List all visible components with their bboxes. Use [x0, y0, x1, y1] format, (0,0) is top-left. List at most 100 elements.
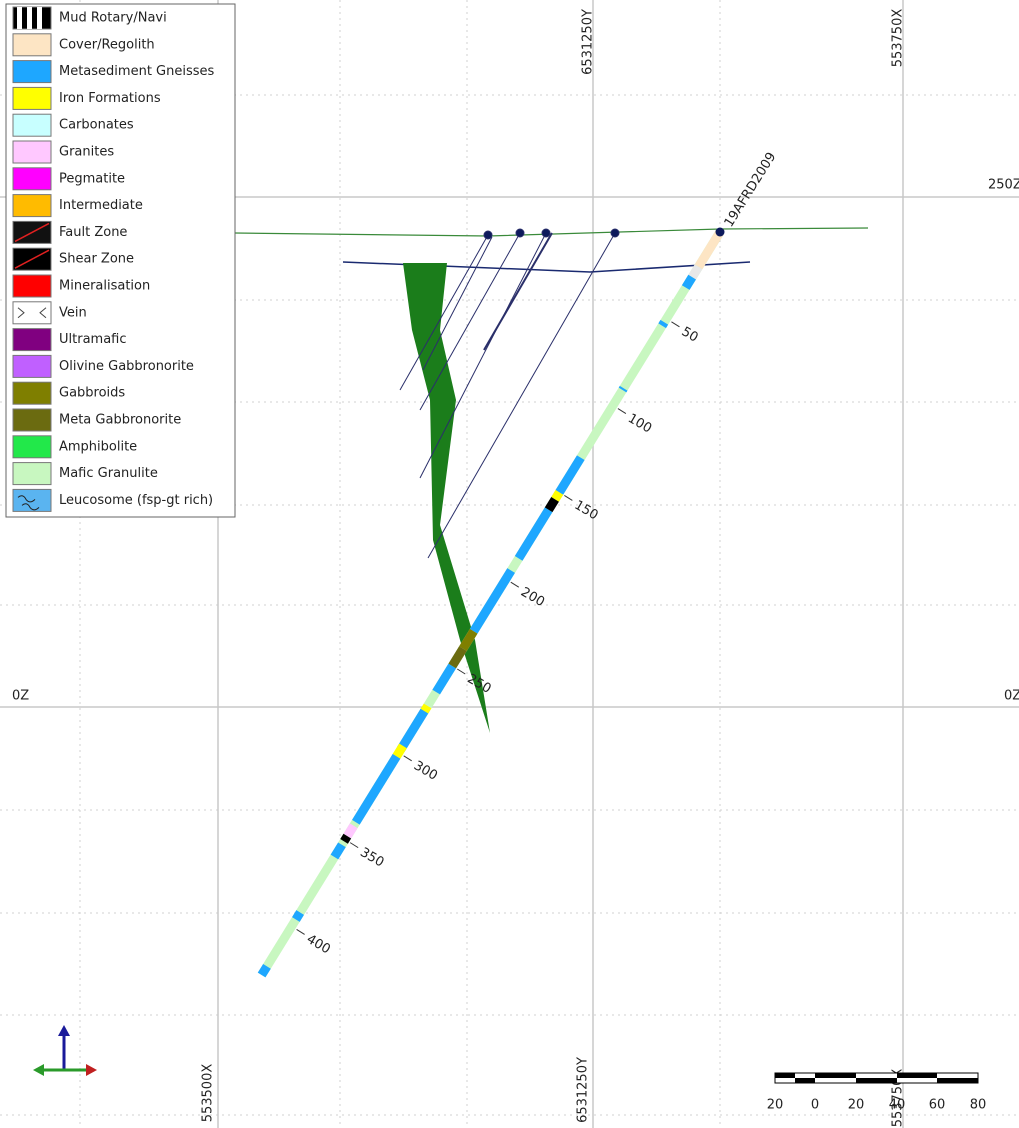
depth-label: 150 [572, 498, 601, 523]
legend-label: Meta Gabbronorite [59, 413, 181, 428]
grid-label: 553500X [201, 1064, 216, 1123]
drill-trace [484, 233, 552, 350]
scale-block [937, 1078, 978, 1083]
depth-tick [404, 756, 412, 761]
hole-interval [692, 267, 698, 277]
section-view: 6531250Y 553750X 250Z 0Z 0Z 553500X 6531… [0, 0, 1019, 1128]
legend-swatch [13, 114, 51, 136]
depth-label: 300 [411, 758, 440, 783]
legend-swatch [13, 436, 51, 458]
legend-label: Carbonates [59, 118, 134, 133]
scale-label: 60 [929, 1098, 946, 1113]
hole-interval [344, 836, 347, 841]
legend-label: Mafic Granulite [59, 466, 158, 481]
legend-label: Leucosome (fsp-gt rich) [59, 493, 213, 508]
hole-interval [623, 388, 624, 390]
legend-swatch [13, 34, 51, 56]
hole-name: 19AFRD2009 [722, 150, 780, 230]
depth-tick [511, 582, 519, 587]
arrow-head [86, 1064, 97, 1076]
hole-interval [296, 913, 300, 920]
legend-label: Pegmatite [59, 171, 125, 186]
depth-label: 200 [518, 585, 547, 610]
hole-interval [555, 492, 559, 499]
legend-label: Iron Formations [59, 91, 161, 106]
scale-bar: 20 0 20 40 60 80 [767, 1073, 987, 1113]
legend-label: Mud Rotary/Navi [59, 11, 167, 26]
hole-interval [397, 746, 403, 756]
fault-body [403, 263, 490, 733]
depth-tick [671, 322, 679, 327]
hole-interval [424, 706, 427, 711]
grid-label: 6531250Y [581, 9, 596, 75]
swatch-stripe [37, 7, 42, 29]
depth-label: 50 [679, 324, 701, 345]
grid-label: 0Z [1004, 689, 1019, 704]
arrow-head [58, 1025, 70, 1036]
legend-swatch [13, 302, 51, 324]
hole-interval [686, 277, 692, 287]
arrow-head [33, 1064, 44, 1076]
legend-swatch [13, 87, 51, 109]
scale-label: 20 [767, 1098, 784, 1113]
hole-interval [262, 966, 267, 975]
scale-block [856, 1078, 897, 1083]
hole-interval [474, 571, 511, 632]
legend-swatch [13, 489, 51, 511]
collar [516, 229, 524, 237]
depth-label: 400 [304, 932, 333, 957]
legend-label: Fault Zone [59, 225, 127, 240]
hole-interval [699, 232, 720, 267]
hole-interval [559, 458, 580, 493]
hole-interval [347, 826, 353, 836]
hole-interval [436, 666, 452, 692]
hole-interval [662, 322, 664, 325]
hole-interval [356, 756, 397, 822]
legend-label: Gabbroids [59, 386, 125, 401]
legend-label: Olivine Gabbronorite [59, 359, 194, 374]
scale-label: 20 [848, 1098, 865, 1113]
scale-block [775, 1073, 795, 1078]
swatch-stripe [17, 7, 22, 29]
legend-label: Intermediate [59, 198, 143, 213]
scale-block [815, 1073, 856, 1078]
legend-swatch [13, 329, 51, 351]
grid-label: 6531250Y [576, 1057, 591, 1123]
depth-tick [457, 669, 465, 674]
north-arrow [33, 1025, 97, 1076]
hole-interval [519, 510, 549, 559]
legend-swatch [13, 463, 51, 485]
swatch-stripe [27, 7, 32, 29]
scale-label: 40 [889, 1098, 906, 1113]
hole-interval [401, 709, 426, 749]
depth-label: 100 [625, 411, 654, 436]
legend-label: Vein [59, 305, 87, 320]
legend-label: Shear Zone [59, 252, 134, 267]
legend-label: Ultramafic [59, 332, 127, 347]
depth-tick [564, 495, 572, 500]
collar [611, 229, 619, 237]
scale-block [897, 1073, 937, 1078]
scale-label: 80 [970, 1098, 987, 1113]
legend-label: Metasediment Gneisses [59, 64, 215, 79]
legend-label: Cover/Regolith [59, 37, 155, 52]
legend-swatch [13, 355, 51, 377]
hole-interval [334, 845, 341, 857]
legend-swatch [13, 61, 51, 83]
legend-label: Mineralisation [59, 279, 150, 294]
legend-swatch [13, 409, 51, 431]
grid-label: 0Z [12, 689, 29, 704]
legend-label: Amphibolite [59, 439, 137, 454]
depth-tick [618, 409, 626, 414]
collar [484, 231, 492, 239]
legend: Mud Rotary/Navi Cover/Regolith Metasedimen… [6, 4, 235, 517]
grid-label: 250Z [988, 178, 1019, 193]
scale-label: 0 [811, 1098, 819, 1113]
collar [542, 229, 550, 237]
legend-label: Granites [59, 145, 114, 160]
legend-swatch [13, 195, 51, 217]
depth-label: 350 [357, 845, 386, 870]
depth-tick [350, 843, 358, 848]
legend-swatch [13, 168, 51, 190]
